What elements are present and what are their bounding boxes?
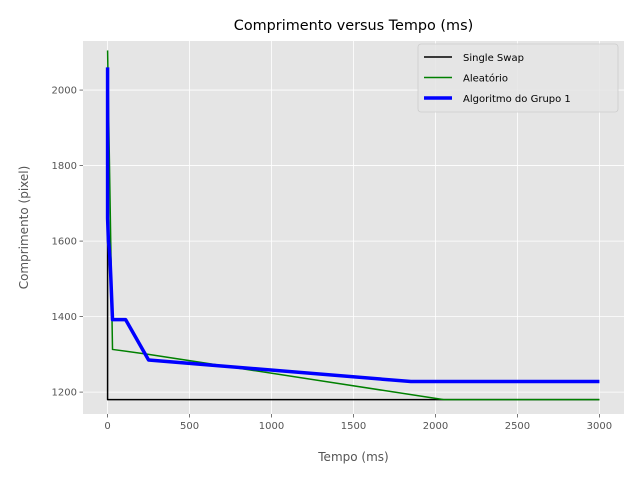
x-tick-label: 3000	[587, 421, 612, 432]
data-series	[105, 50, 600, 401]
y-tick-label: 1800	[52, 161, 77, 172]
legend: Single Swap Aleatório Algoritmo do Grupo 1	[417, 43, 619, 113]
y-tick-label: 1600	[52, 237, 77, 248]
series-line-algoritmo-grupo-1	[105, 67, 600, 384]
x-tick-label: 2500	[505, 421, 530, 432]
y-axis-label: Comprimento (pixel)	[17, 166, 31, 290]
y-tick-label: 2000	[52, 86, 77, 97]
y-tick-label: 1400	[52, 312, 77, 323]
x-tick-label: 1500	[341, 421, 366, 432]
chart-title: Comprimento versus Tempo (ms)	[234, 18, 473, 34]
x-tick-label: 2000	[423, 421, 448, 432]
legend-label-algoritmo-grupo-1: Algoritmo do Grupo 1	[463, 94, 571, 105]
x-tick-label: 500	[180, 421, 199, 432]
x-tick-label: 1000	[259, 421, 284, 432]
legend-label-single-swap: Single Swap	[463, 53, 524, 64]
axis-ticks: 0 500 1000 1500 2000 2500 3000 1200 1400 1600 1800…	[52, 86, 613, 432]
legend-label-aleatorio: Aleatório	[463, 73, 508, 85]
y-tick-label: 1200	[52, 388, 77, 399]
legend-box	[417, 43, 619, 113]
x-axis-label: Tempo (ms)	[317, 450, 388, 464]
x-tick-label: 0	[104, 421, 110, 432]
